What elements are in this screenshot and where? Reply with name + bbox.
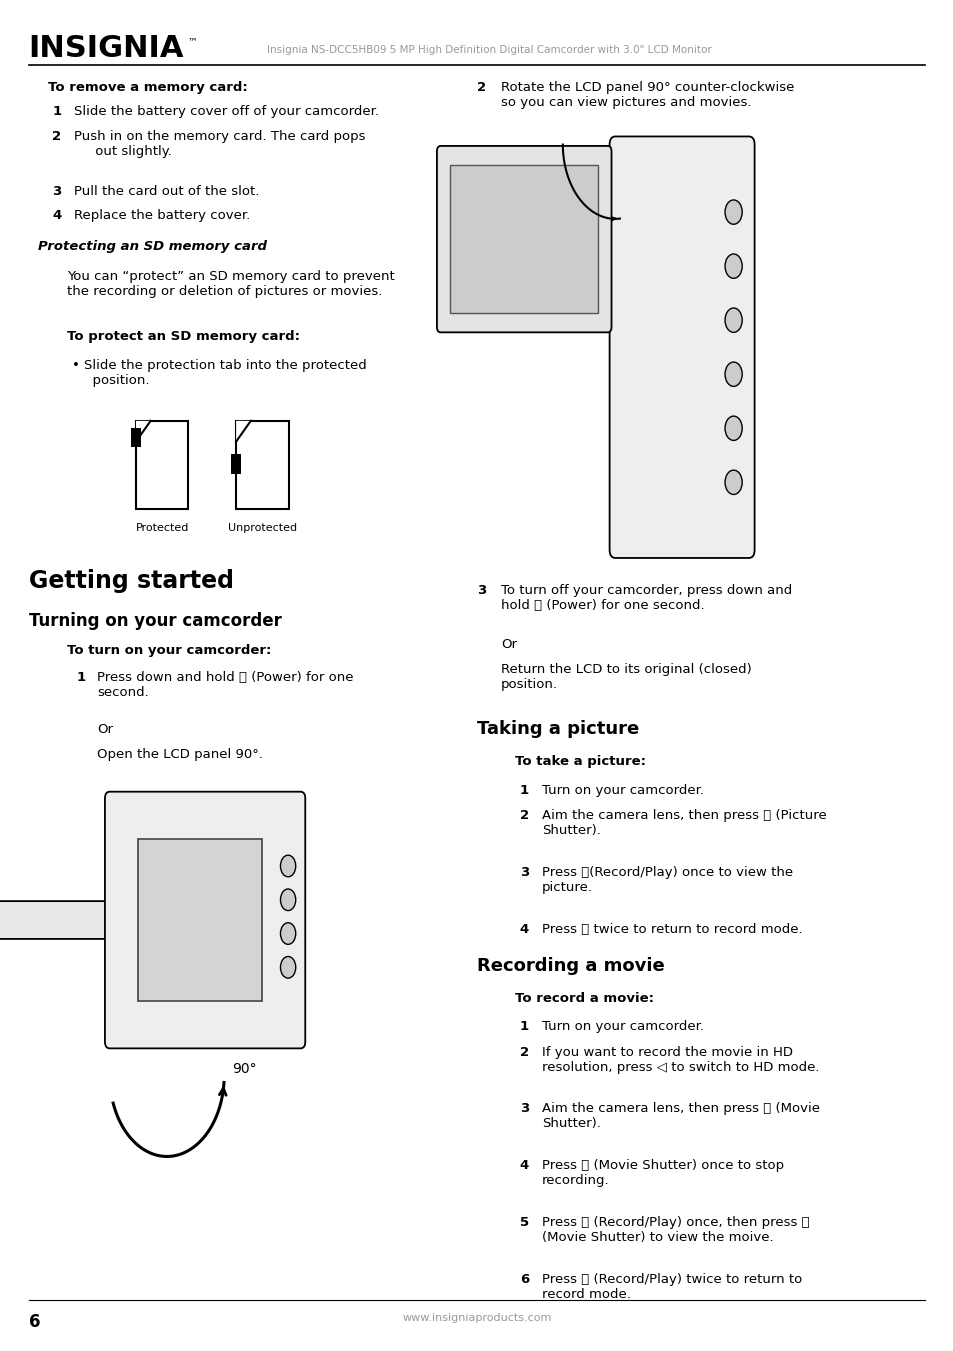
Text: Press 🎦 (Movie Shutter) once to stop
recording.: Press 🎦 (Movie Shutter) once to stop rec… (541, 1159, 783, 1188)
Text: To record a movie:: To record a movie: (515, 992, 654, 1005)
Text: Push in on the memory card. The card pops
     out slightly.: Push in on the memory card. The card pop… (74, 130, 366, 158)
Text: Turn on your camcorder.: Turn on your camcorder. (541, 1020, 703, 1034)
Text: 90°: 90° (565, 172, 588, 185)
Text: 4: 4 (52, 209, 62, 223)
Circle shape (280, 855, 295, 877)
Text: Turn on your camcorder.: Turn on your camcorder. (541, 784, 703, 797)
FancyBboxPatch shape (232, 454, 240, 474)
Text: •: • (71, 359, 79, 373)
Circle shape (724, 308, 741, 332)
Text: Aim the camera lens, then press 📷 (Picture
Shutter).: Aim the camera lens, then press 📷 (Pictu… (541, 809, 825, 838)
FancyBboxPatch shape (138, 839, 262, 1001)
FancyBboxPatch shape (105, 792, 305, 1048)
Text: 3: 3 (476, 584, 486, 597)
Text: 1: 1 (52, 105, 62, 119)
Text: You can “protect” an SD memory card to prevent
the recording or deletion of pict: You can “protect” an SD memory card to p… (67, 270, 395, 299)
Text: Protected: Protected (135, 523, 189, 532)
Text: Turning on your camcorder: Turning on your camcorder (29, 612, 281, 630)
Text: Or: Or (97, 723, 113, 736)
Text: 3: 3 (519, 1102, 529, 1116)
Circle shape (280, 923, 295, 944)
Text: INSIGNIA: INSIGNIA (29, 34, 184, 62)
Circle shape (280, 957, 295, 978)
Text: Return the LCD to its original (closed)
position.: Return the LCD to its original (closed) … (500, 663, 751, 692)
Text: Recording a movie: Recording a movie (476, 957, 664, 974)
Polygon shape (135, 422, 151, 442)
Text: Unprotected: Unprotected (228, 523, 296, 532)
Text: Or: Or (500, 638, 517, 651)
Text: Replace the battery cover.: Replace the battery cover. (74, 209, 251, 223)
Circle shape (724, 200, 741, 224)
Text: Protecting an SD memory card: Protecting an SD memory card (38, 240, 267, 254)
Text: To remove a memory card:: To remove a memory card: (48, 81, 247, 95)
Text: Pull the card out of the slot.: Pull the card out of the slot. (74, 185, 259, 199)
Text: www.insigniaproducts.com: www.insigniaproducts.com (402, 1313, 551, 1323)
Text: To take a picture:: To take a picture: (515, 755, 645, 769)
FancyBboxPatch shape (609, 136, 754, 558)
Text: 1: 1 (519, 1020, 529, 1034)
Text: To turn on your camcorder:: To turn on your camcorder: (67, 644, 271, 658)
Circle shape (724, 416, 741, 440)
Text: 4: 4 (519, 923, 529, 936)
Text: 2: 2 (476, 81, 486, 95)
Circle shape (280, 889, 295, 911)
Circle shape (724, 362, 741, 386)
Text: 4: 4 (519, 1159, 529, 1173)
Text: 5: 5 (519, 1216, 529, 1229)
Text: Taking a picture: Taking a picture (476, 720, 639, 738)
Text: 2: 2 (519, 809, 529, 823)
Text: To protect an SD memory card:: To protect an SD memory card: (67, 330, 299, 343)
Text: Getting started: Getting started (29, 569, 233, 593)
FancyBboxPatch shape (436, 146, 611, 332)
FancyBboxPatch shape (450, 165, 598, 313)
FancyBboxPatch shape (135, 422, 189, 509)
FancyBboxPatch shape (131, 428, 141, 447)
Text: To turn off your camcorder, press down and
hold ⏻ (Power) for one second.: To turn off your camcorder, press down a… (500, 584, 791, 612)
Text: Press 🎞 (Record/Play) once, then press 🎦
(Movie Shutter) to view the moive.: Press 🎞 (Record/Play) once, then press 🎦… (541, 1216, 809, 1244)
Text: Slide the battery cover off of your camcorder.: Slide the battery cover off of your camc… (74, 105, 379, 119)
Circle shape (724, 470, 741, 494)
Text: Insignia NS-DCC5HB09 5 MP High Definition Digital Camcorder with 3.0" LCD Monito: Insignia NS-DCC5HB09 5 MP High Definitio… (267, 45, 711, 54)
FancyBboxPatch shape (236, 422, 289, 509)
Text: Press 🎞 twice to return to record mode.: Press 🎞 twice to return to record mode. (541, 923, 801, 936)
Text: If you want to record the movie in HD
resolution, press ◁ to switch to HD mode.: If you want to record the movie in HD re… (541, 1046, 819, 1074)
Text: 3: 3 (519, 866, 529, 880)
Text: 3: 3 (52, 185, 62, 199)
Text: 6: 6 (519, 1273, 529, 1286)
Text: Open the LCD panel 90°.: Open the LCD panel 90°. (97, 748, 263, 762)
Text: Press 🎞 (Record/Play) twice to return to
record mode.: Press 🎞 (Record/Play) twice to return to… (541, 1273, 801, 1301)
Text: 1: 1 (76, 671, 86, 685)
Circle shape (724, 254, 741, 278)
Text: Aim the camera lens, then press 🎦 (Movie
Shutter).: Aim the camera lens, then press 🎦 (Movie… (541, 1102, 819, 1131)
Text: 2: 2 (52, 130, 62, 143)
Text: 90°: 90° (232, 1062, 256, 1075)
Text: Press down and hold ⏻ (Power) for one
second.: Press down and hold ⏻ (Power) for one se… (97, 671, 354, 700)
Text: Press 🎞(Record/Play) once to view the
picture.: Press 🎞(Record/Play) once to view the pi… (541, 866, 792, 894)
Text: 6: 6 (29, 1313, 40, 1331)
Text: Rotate the LCD panel 90° counter-clockwise
so you can view pictures and movies.: Rotate the LCD panel 90° counter-clockwi… (500, 81, 794, 109)
Text: Slide the protection tab into the protected
  position.: Slide the protection tab into the protec… (84, 359, 366, 388)
Text: 1: 1 (519, 784, 529, 797)
Polygon shape (236, 422, 251, 442)
FancyBboxPatch shape (0, 901, 122, 939)
Text: ™: ™ (188, 36, 197, 46)
Text: 2: 2 (519, 1046, 529, 1059)
